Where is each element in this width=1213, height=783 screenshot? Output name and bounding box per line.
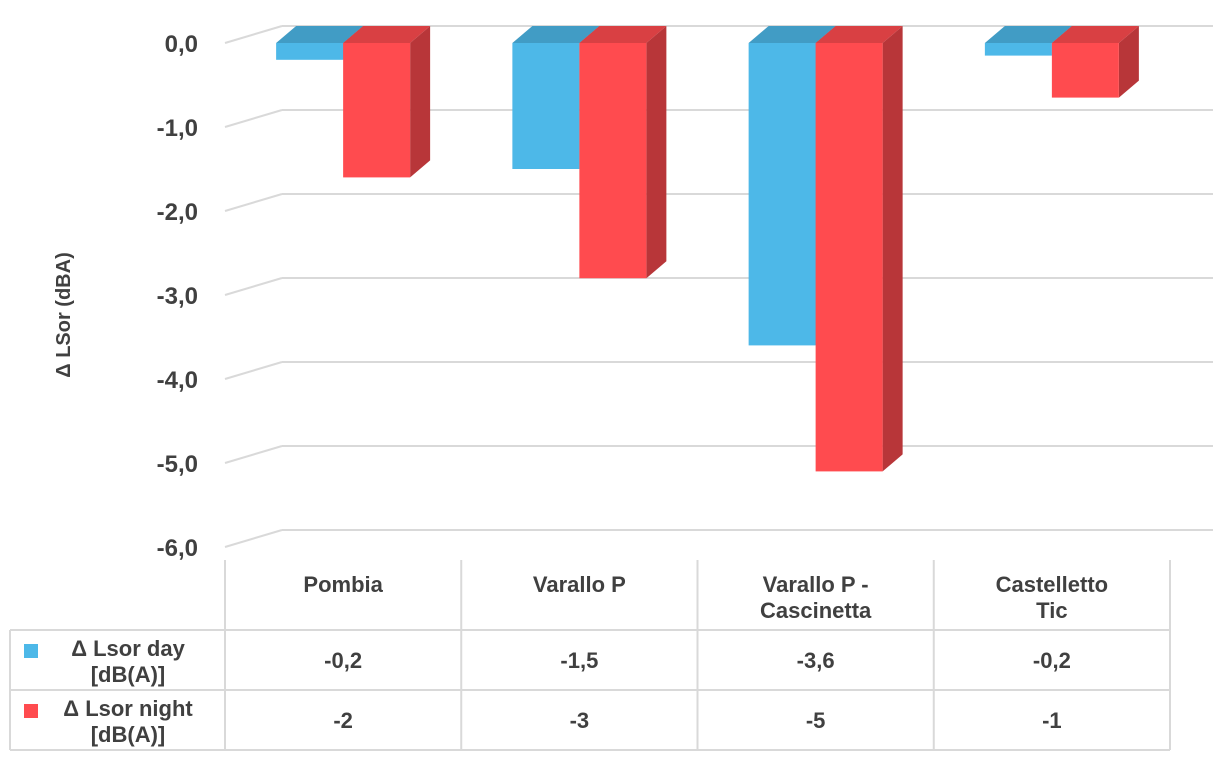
y-axis-title: Δ LSor (dBA)	[53, 252, 75, 377]
bar-top-face	[343, 26, 431, 43]
category-label: Pombia	[303, 572, 383, 597]
category-label: Varallo P -Cascinetta	[760, 572, 872, 623]
y-tick-label: -5,0	[157, 451, 198, 478]
y-tick-label: 0,0	[165, 31, 198, 58]
category-label: Castelletto Tic	[996, 572, 1108, 623]
y-tick-label: -4,0	[157, 367, 198, 394]
bar-front-face	[579, 43, 647, 279]
bar-side-face	[1118, 26, 1139, 98]
bar-side-face	[410, 26, 431, 178]
data-value-label: -0,2	[1033, 648, 1071, 673]
gridline-side	[224, 361, 283, 380]
bar-top-face	[748, 26, 836, 43]
bar-top-face	[579, 26, 667, 43]
gridline-side	[224, 445, 283, 464]
bar-top-face	[276, 26, 364, 43]
data-value-label: -3,6	[797, 648, 835, 673]
y-tick-label: -3,0	[157, 283, 198, 310]
data-value-label: -5	[806, 708, 826, 733]
bar	[815, 26, 903, 472]
y-tick-label: -1,0	[157, 115, 198, 142]
data-value-label: -2	[333, 708, 353, 733]
data-value-label: -0,2	[324, 648, 362, 673]
bar-top-face	[1051, 26, 1139, 43]
legend-swatch	[24, 644, 38, 658]
y-tick-label: -6,0	[157, 535, 198, 562]
legend-label: Δ Lsor day [dB(A)]	[71, 636, 185, 687]
gridline-side	[224, 277, 283, 296]
bar	[343, 26, 431, 178]
data-value-label: -1	[1042, 708, 1062, 733]
bar-front-face	[512, 43, 580, 169]
bar-front-face	[984, 43, 1052, 56]
bar	[579, 26, 667, 279]
gridline-side	[224, 529, 283, 548]
bar-front-face	[815, 43, 883, 472]
y-tick-label: -2,0	[157, 199, 198, 226]
bar-front-face	[1051, 43, 1119, 98]
bar-side-face	[646, 26, 667, 279]
data-value-label: -3	[570, 708, 590, 733]
gridline-side	[224, 25, 283, 44]
bar-front-face	[343, 43, 411, 178]
bar-top-face	[984, 26, 1072, 43]
bar-top-face	[512, 26, 600, 43]
category-label: Varallo P	[533, 572, 626, 597]
bar-top-face	[815, 26, 903, 43]
legend-label: Δ Lsor night [dB(A)]	[63, 696, 193, 747]
legend-swatch	[24, 704, 38, 718]
bar-front-face	[276, 43, 344, 60]
bar-side-face	[882, 26, 903, 472]
gridline-side	[224, 193, 283, 212]
bar	[984, 26, 1072, 56]
gridline-side	[224, 109, 283, 128]
data-value-label: -1,5	[560, 648, 598, 673]
bar	[1051, 26, 1139, 98]
bar-front-face	[748, 43, 816, 346]
